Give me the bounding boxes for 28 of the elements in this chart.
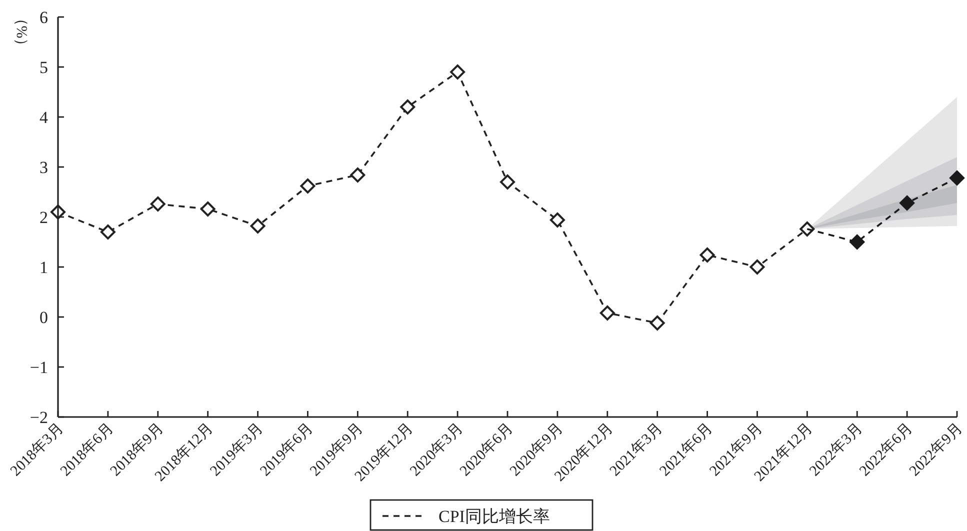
point <box>650 316 665 330</box>
y-axis-title: （%） <box>13 10 29 54</box>
point <box>100 224 116 240</box>
point <box>250 218 266 234</box>
y-tick-label: 6 <box>40 8 48 27</box>
point <box>400 100 416 114</box>
point <box>500 174 515 190</box>
point <box>350 168 366 182</box>
point <box>950 170 964 186</box>
point <box>850 234 865 250</box>
point <box>600 306 615 320</box>
y-tick-label: −2 <box>30 408 48 427</box>
y-tick-label: 3 <box>40 158 48 177</box>
legend-label: CPI同比增长率 <box>438 507 550 526</box>
y-tick-label: 5 <box>40 58 48 77</box>
y-tick-label: 2 <box>40 208 48 227</box>
y-tick-label: 4 <box>40 108 48 127</box>
point <box>700 248 715 262</box>
point <box>200 202 216 216</box>
y-tick-label: 0 <box>40 308 48 327</box>
point <box>900 196 915 210</box>
point <box>550 212 565 228</box>
y-tick-label: −1 <box>30 358 48 377</box>
point <box>150 196 166 212</box>
point <box>750 260 765 274</box>
y-tick-label: 1 <box>40 258 48 277</box>
point <box>450 64 466 80</box>
point <box>300 178 316 194</box>
